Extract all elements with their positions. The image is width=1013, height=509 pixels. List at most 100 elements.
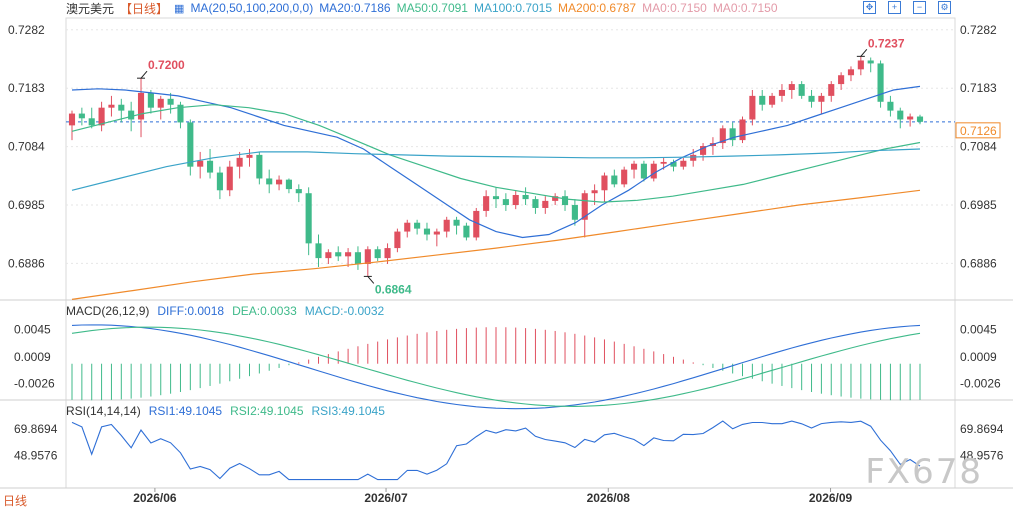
candle-body — [88, 118, 95, 126]
candle-body — [621, 169, 628, 185]
candle-body — [788, 84, 795, 90]
candle-body — [512, 194, 519, 206]
candle-body — [246, 154, 253, 158]
ma-line-ma50 — [71, 104, 921, 203]
candle-body — [157, 98, 164, 108]
ma0-value: MA0:0.7150 — [642, 1, 707, 15]
candle-body — [305, 193, 312, 244]
candle-body — [778, 89, 786, 96]
macd-tick-left: 0.0009 — [14, 350, 51, 364]
candle-body — [216, 172, 223, 191]
candle-body — [542, 200, 549, 208]
candle-body — [502, 199, 509, 206]
candle-body — [798, 84, 805, 96]
candle-body — [650, 163, 657, 179]
settings-icon[interactable]: ⚙ — [938, 1, 951, 14]
x-tick-label: 2026/07 — [364, 491, 408, 505]
candle-body — [630, 163, 638, 170]
candle-body — [561, 196, 569, 206]
ma-line-ma200 — [71, 189, 921, 300]
macd-label: MACD(26,12,9) — [66, 304, 150, 318]
candle-body — [78, 113, 85, 119]
candle-body — [118, 104, 125, 111]
macd-tick-left: -0.0026 — [14, 377, 55, 391]
candle-body — [98, 107, 105, 126]
candle-body — [581, 193, 588, 220]
candle-body — [414, 222, 421, 229]
candle-body — [611, 175, 618, 185]
price-tick-left: 0.6985 — [8, 198, 45, 212]
x-tick-label: 2026/09 — [809, 491, 853, 505]
candle-body — [877, 63, 884, 102]
current-price-label: 0.7126 — [960, 124, 997, 138]
candle-body — [492, 196, 500, 200]
candle-body — [404, 222, 411, 232]
candle-body — [463, 225, 470, 238]
rsi1-value: RSI1:49.1045 — [148, 404, 223, 418]
expand-icon[interactable]: ✥ — [863, 1, 876, 14]
candle-body — [256, 154, 263, 179]
candle-body — [660, 161, 667, 164]
candle-body — [847, 69, 855, 76]
ma-line-ma20 — [71, 85, 921, 239]
candle-body — [108, 104, 115, 108]
candle-body — [640, 163, 647, 179]
candle-body — [552, 196, 559, 201]
candle-body — [335, 252, 342, 257]
zoom-out-icon[interactable]: − — [913, 1, 926, 14]
candle-body — [364, 249, 371, 265]
candle-body — [522, 194, 529, 200]
candle-body — [897, 110, 904, 120]
candle-body — [177, 104, 184, 123]
period-switch[interactable]: 日线 — [3, 494, 28, 508]
macd-tick-right: 0.0045 — [960, 322, 997, 336]
candle-body — [591, 190, 598, 194]
ma-label: MA(20,50,100,200,0,0) — [190, 1, 314, 15]
candle-body — [197, 160, 204, 167]
rsi-tick-right: 69.8694 — [960, 422, 1004, 436]
macd-tick-right: 0.0009 — [960, 350, 997, 364]
price-tick-left: 0.7084 — [8, 140, 45, 154]
period-tag[interactable]: 【日线】 — [120, 1, 169, 16]
candle-body — [680, 160, 687, 167]
candle-body — [285, 179, 292, 190]
candle-body — [443, 219, 450, 232]
candle-body — [345, 252, 352, 257]
candle-body — [473, 210, 480, 238]
candle-body — [601, 175, 608, 191]
price-tick-left: 0.7183 — [8, 81, 45, 95]
candle-body — [266, 178, 273, 185]
rsi-legend: RSI(14,14,14) RSI1:49.1045 RSI2:49.1045 … — [66, 404, 385, 418]
candle-body — [453, 219, 460, 226]
candle-body — [384, 248, 391, 259]
candle-body — [700, 146, 707, 155]
ma20-value: MA20:0.7186 — [319, 1, 391, 15]
price-tick-right: 0.7282 — [960, 23, 997, 37]
candle-body — [374, 249, 381, 259]
rsi-tick-right: 48.9576 — [960, 449, 1004, 463]
candle-body — [857, 60, 864, 70]
candle-body — [167, 98, 174, 105]
ma100-value: MA100:0.7015 — [473, 1, 553, 15]
macd-dea-line — [71, 326, 921, 407]
macd-dea: DEA:0.0033 — [232, 304, 297, 318]
x-tick-label: 2026/06 — [133, 491, 177, 505]
candle-body — [394, 231, 401, 249]
indicator-icon[interactable]: ▦ — [174, 2, 185, 15]
macd-tick-left: 0.0045 — [14, 322, 51, 336]
candle-body — [808, 95, 815, 102]
candle-body — [759, 95, 766, 105]
candle-body — [276, 179, 283, 185]
rsi-label: RSI(14,14,14) — [66, 404, 141, 418]
candle-body — [739, 119, 746, 141]
x-tick-label: 2026/08 — [587, 491, 631, 505]
macd-diff-line — [71, 324, 921, 410]
macd-legend: MACD(26,12,9) DIFF:0.0018 DEA:0.0033 MAC… — [66, 304, 384, 318]
candle-body — [354, 252, 362, 265]
extreme-leader — [367, 276, 375, 284]
candle-body — [729, 128, 736, 141]
candle-body — [828, 84, 835, 96]
zoom-in-icon[interactable]: + — [888, 1, 901, 14]
candle-body — [690, 154, 697, 161]
